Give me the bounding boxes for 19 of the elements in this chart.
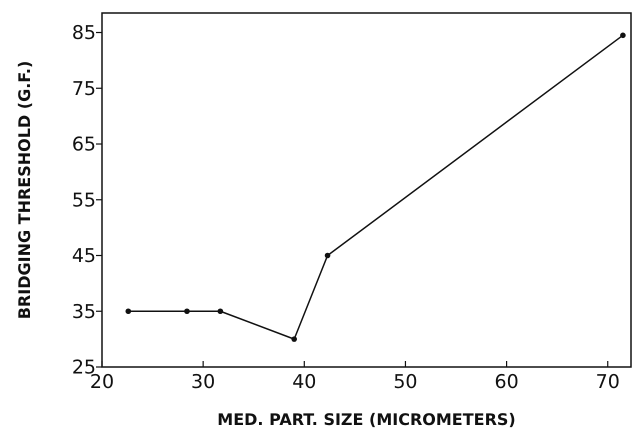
point [184, 308, 190, 314]
point [324, 252, 330, 258]
y-tick-label: 45 [72, 245, 96, 268]
y-tick-label: 75 [72, 78, 96, 100]
x-tick-label: 60 [494, 371, 519, 393]
y-axis-title: BRIDGING THRESHOLD (G.F.) [15, 60, 34, 320]
x-axis-title: MED. PART. SIZE (MICROMETERS) [217, 410, 516, 429]
point [218, 308, 224, 314]
x-tick-label: 50 [393, 371, 418, 393]
point [291, 336, 297, 342]
y-tick-label: 85 [72, 22, 96, 44]
y-tick-label: 55 [72, 189, 96, 212]
y-tick-label: 65 [72, 134, 96, 156]
x-tick-label: 70 [596, 371, 620, 393]
point [620, 32, 626, 38]
x-tick-label: 40 [292, 371, 316, 393]
point [126, 308, 132, 314]
y-tick-label: 35 [72, 300, 96, 323]
x-tick-label: 30 [191, 371, 216, 393]
